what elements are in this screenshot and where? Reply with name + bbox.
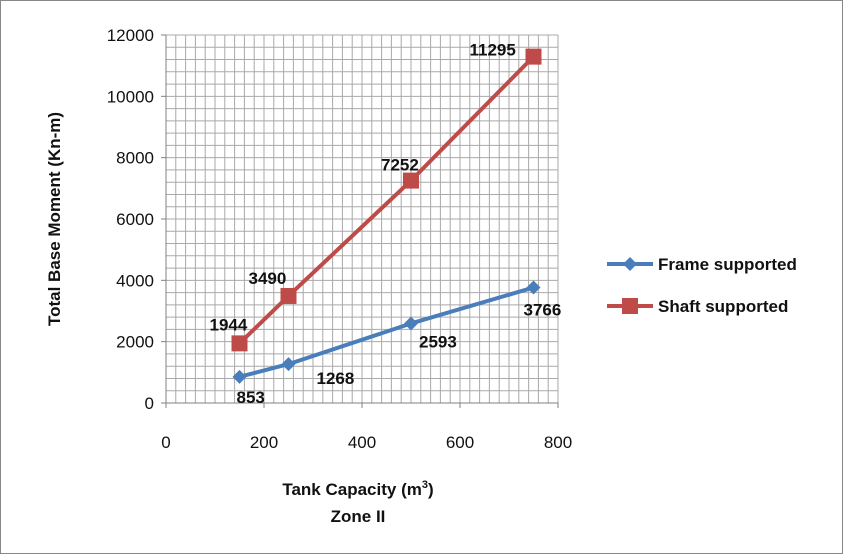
- legend-label: Frame supported: [658, 255, 797, 274]
- series-group: [231, 48, 542, 384]
- gridlines: [166, 34, 559, 403]
- chart-subtitle: Zone II: [331, 507, 386, 526]
- series-line: [238, 55, 535, 345]
- y-tick-label: 2000: [116, 333, 154, 352]
- y-tick-label: 4000: [116, 271, 154, 290]
- legend-marker-square: [622, 298, 638, 314]
- data-point-square: [231, 335, 248, 352]
- legend-label: Shaft supported: [658, 297, 788, 316]
- x-axis-title: Tank Capacity (m3): [282, 479, 433, 499]
- data-labels: 853 1268 2593 3766 1944 3490 7252 11295: [210, 41, 562, 407]
- data-label: 7252: [381, 156, 419, 175]
- data-label: 3766: [524, 301, 562, 320]
- x-tick-label: 400: [348, 433, 376, 452]
- data-label: 1268: [317, 369, 355, 388]
- y-axis-title: Total Base Moment (Kn-m): [45, 112, 64, 326]
- y-tick-label: 6000: [116, 210, 154, 229]
- data-label: 1944: [210, 315, 248, 334]
- x-tick-label: 200: [250, 433, 278, 452]
- legend-marker-diamond: [623, 257, 637, 271]
- data-label: 2593: [419, 332, 457, 351]
- legend: Frame supported Shaft supported: [607, 255, 797, 316]
- x-axis-title-superscript: 3: [422, 479, 428, 491]
- data-point-square: [525, 48, 542, 65]
- data-point-square: [280, 287, 297, 304]
- x-tick-label: 800: [544, 433, 572, 452]
- data-label: 11295: [470, 41, 516, 60]
- data-point-diamond: [232, 369, 247, 384]
- series-line: [238, 285, 535, 379]
- data-label: 3490: [249, 269, 287, 288]
- data-point-diamond: [526, 280, 541, 295]
- axes: [161, 34, 559, 408]
- data-point-square: [403, 172, 419, 189]
- x-tick-label: 600: [446, 433, 474, 452]
- x-axis-title-main: Tank Capacity (m: [282, 480, 422, 499]
- data-label: 853: [237, 388, 265, 407]
- y-tick-label: 12000: [107, 26, 154, 45]
- y-tick-label: 0: [145, 394, 154, 413]
- x-tick-label: 0: [161, 433, 170, 452]
- data-point-diamond: [404, 316, 418, 331]
- x-tick-labels: 0 200 400 600 800: [161, 433, 572, 452]
- y-tick-labels: 0 2000 4000 6000 8000 10000 12000: [107, 26, 154, 413]
- y-tick-label: 8000: [116, 149, 154, 168]
- y-tick-label: 10000: [107, 87, 154, 106]
- data-point-diamond: [281, 357, 296, 372]
- x-axis-title-close: ): [428, 480, 434, 499]
